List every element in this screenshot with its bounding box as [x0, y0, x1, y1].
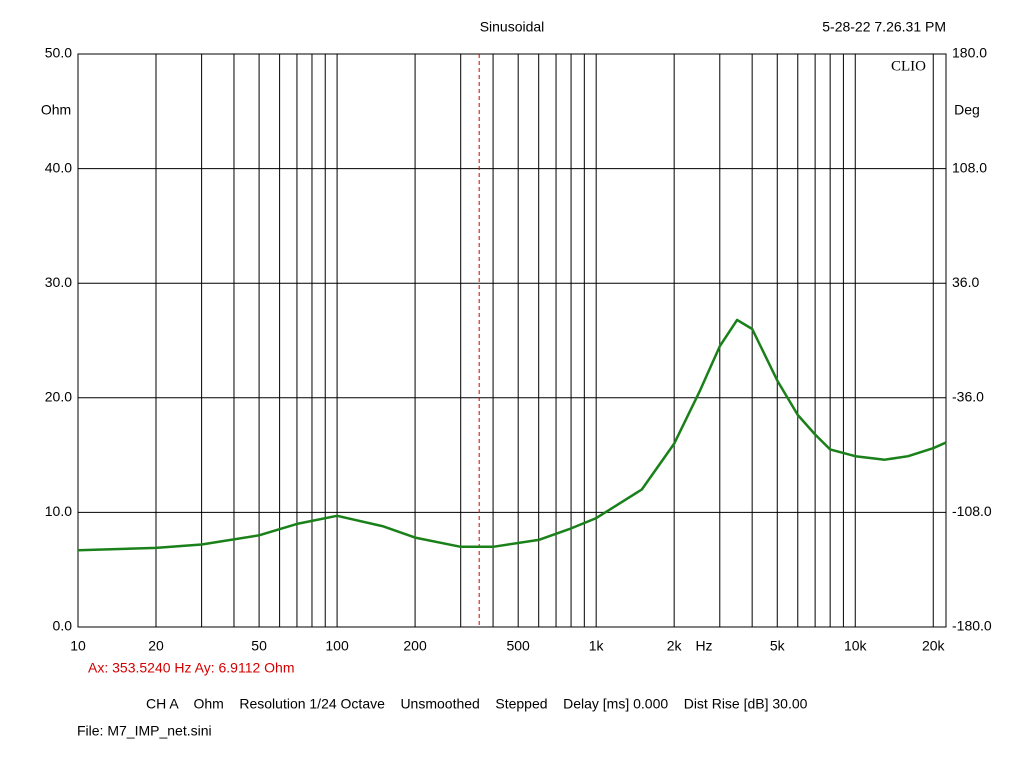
x-tick-label: 500: [506, 638, 530, 654]
impedance-curve: [77, 318, 947, 552]
y-tick-label: 0.0: [53, 618, 73, 634]
x-tick-label: 5k: [770, 638, 786, 654]
x-tick-label: 100: [325, 638, 349, 654]
x-tick-label: 200: [403, 638, 427, 654]
y2-tick-label: -36.0: [952, 389, 984, 405]
x-tick-label: 2k: [667, 638, 683, 654]
brand: CLIO: [891, 58, 926, 74]
x-tick-label: 10: [70, 638, 86, 654]
x-tick-label: 10k: [844, 638, 868, 654]
y2-tick-label: 180.0: [952, 45, 987, 61]
x-tick-label: 50: [251, 638, 267, 654]
x-tick-label: 20: [148, 638, 164, 654]
settings-line: CH A Ohm Resolution 1/24 Octave Unsmooth…: [146, 696, 808, 712]
y-tick-label: 30.0: [45, 274, 72, 290]
y-tick-label: 20.0: [45, 389, 72, 405]
y-tick-label: 10.0: [45, 503, 72, 519]
y-unit: Ohm: [41, 102, 71, 118]
x-tick-label: 20k: [922, 638, 946, 654]
y2-tick-label: 36.0: [952, 274, 979, 290]
y2-unit: Deg: [954, 102, 980, 118]
file-name: File: M7_IMP_net.sini: [77, 723, 212, 739]
chart-title: Sinusoidal: [480, 19, 545, 35]
y2-tick-label: -108.0: [952, 503, 992, 519]
plot-frame: [77, 53, 947, 628]
y2-tick-label: 108.0: [952, 159, 987, 175]
y2-tick-label: -180.0: [952, 618, 992, 634]
timestamp: 5-28-22 7.26.31 PM: [822, 19, 946, 35]
y-tick-label: 40.0: [45, 159, 72, 175]
cursor-readout: Ax: 353.5240 Hz Ay: 6.9112 Ohm: [88, 660, 295, 676]
x-tick-label: 1k: [589, 638, 605, 654]
x-unit: Hz: [695, 638, 712, 654]
y-tick-label: 50.0: [45, 45, 72, 61]
